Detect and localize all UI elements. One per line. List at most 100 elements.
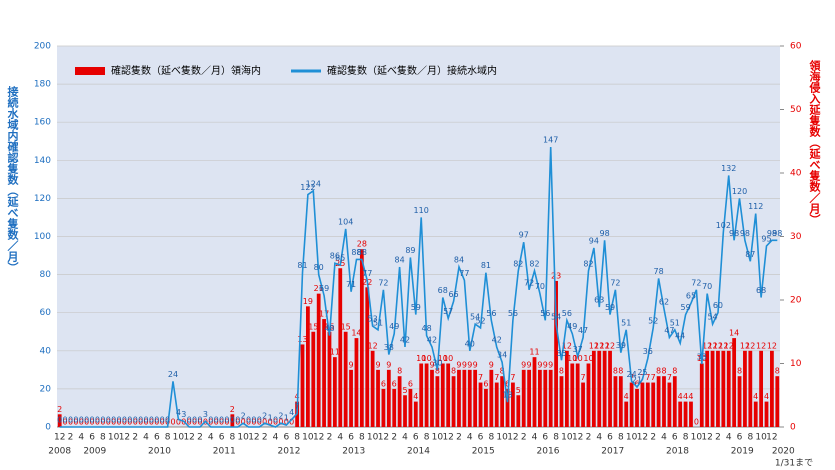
bar-value-label: 7 [645, 373, 650, 382]
x-tick-label: 10 [496, 433, 508, 443]
x-tick-label: 2 [586, 433, 592, 443]
x-tick-label: 10 [367, 433, 379, 443]
bar-value-label: 12 [594, 341, 604, 350]
bar [575, 363, 580, 427]
line-value-label: 63 [594, 295, 604, 304]
x-tick-label: 10 [755, 433, 767, 443]
line-value-label: 42 [400, 335, 410, 344]
bar-value-label: 9 [548, 360, 553, 369]
bar-value-label: 0 [284, 418, 289, 427]
bar [511, 382, 515, 427]
x-tick-label: 6 [413, 433, 419, 443]
x-tick-label: 12 [119, 433, 130, 443]
line-value-label: 112 [748, 202, 763, 211]
bar-value-label: 0 [241, 418, 246, 427]
bar [608, 350, 612, 427]
bar [359, 249, 364, 427]
line-value-label: 68 [438, 286, 448, 295]
bar [397, 376, 402, 427]
x-tick-label: 2 [715, 433, 721, 443]
x-tick-label: 4 [402, 433, 408, 443]
line-value-label: 34 [497, 351, 507, 360]
line-value-label: 124 [306, 179, 321, 188]
x-tick-label: 12 [701, 433, 712, 443]
year-label: 2013 [342, 447, 365, 457]
x-tick-label: 6 [348, 433, 354, 443]
line-value-label: 47 [664, 326, 674, 335]
bar [543, 369, 548, 427]
bar [338, 268, 343, 427]
line-value-label: 0 [111, 416, 116, 425]
line-value-label: 0 [57, 416, 62, 425]
bar [57, 414, 62, 427]
bar-value-label: 10 [583, 354, 593, 363]
line-value-label: 132 [721, 164, 736, 173]
line-value-label: 62 [659, 297, 669, 306]
bar [662, 376, 666, 427]
bar-value-label: 9 [462, 360, 467, 369]
bar [327, 331, 332, 427]
line-value-label: 0 [246, 416, 251, 425]
bar [322, 319, 326, 427]
bar [624, 401, 629, 427]
bar-value-label: 0 [251, 418, 256, 427]
bar-value-label: 12 [600, 341, 610, 350]
y-tick-label: 140 [34, 156, 51, 166]
line-value-label: 54 [551, 313, 561, 322]
bar [683, 401, 688, 427]
bar-value-label: 12 [756, 341, 766, 350]
bar [457, 369, 461, 427]
bar [721, 350, 726, 427]
line-value-label: 1 [268, 414, 273, 423]
bar-value-label: 9 [456, 360, 461, 369]
line-value-label: 84 [454, 255, 464, 264]
x-tick-label: 2 [327, 433, 333, 443]
bar-value-label: 6 [505, 379, 510, 388]
x-tick-label: 8 [553, 433, 559, 443]
y-tick-label: 80 [40, 270, 52, 280]
line-value-label: 98 [772, 229, 782, 238]
line-value-label: 85 [335, 254, 345, 263]
line-value-label: 0 [214, 416, 219, 425]
x-tick-label: 2 [456, 433, 462, 443]
bar [602, 350, 607, 427]
bar-value-label: 6 [392, 379, 397, 388]
line-value-label: 0 [138, 416, 143, 425]
bar-value-label: 12 [605, 341, 615, 350]
bar-value-label: 12 [702, 341, 712, 350]
x-tick-label: 4 [143, 433, 149, 443]
bar [640, 382, 645, 427]
line-value-label: 0 [230, 416, 235, 425]
x-tick-label: 12 [313, 433, 324, 443]
line-value-label: 38 [384, 343, 394, 352]
line-value-label: 53 [368, 315, 378, 324]
bar-value-label: 14 [351, 329, 361, 338]
y2-axis-label: 領海侵入延隻数（延べ隻数／月） [808, 60, 821, 225]
x-tick-label: 6 [542, 433, 548, 443]
line-value-label: 54 [470, 313, 480, 322]
line-value-label: 24 [168, 370, 178, 379]
bar-value-label: 8 [613, 367, 618, 376]
bar [408, 388, 413, 427]
bar [332, 357, 337, 427]
x-tick-label: 8 [359, 433, 365, 443]
bar [349, 369, 353, 427]
bar-value-label: 9 [467, 360, 472, 369]
bar-value-label: 10 [421, 354, 431, 363]
line-value-label: 71 [346, 280, 356, 289]
line-value-label: 0 [106, 416, 111, 425]
bar-value-label: 6 [483, 379, 488, 388]
line-value-label: 7 [295, 402, 300, 411]
x-tick-label: 8 [424, 433, 430, 443]
line-value-label: 69 [319, 284, 329, 293]
line-value-label: 88 [357, 248, 367, 257]
x-tick-label: 8 [294, 433, 300, 443]
line-value-label: 78 [654, 267, 664, 276]
bar [306, 306, 310, 427]
bar-value-label: 12 [368, 341, 378, 350]
bar-value-label: 6 [634, 379, 639, 388]
bar-value-label: 6 [408, 379, 413, 388]
line-value-label: 48 [421, 324, 431, 333]
bar-value-label: 9 [543, 360, 548, 369]
